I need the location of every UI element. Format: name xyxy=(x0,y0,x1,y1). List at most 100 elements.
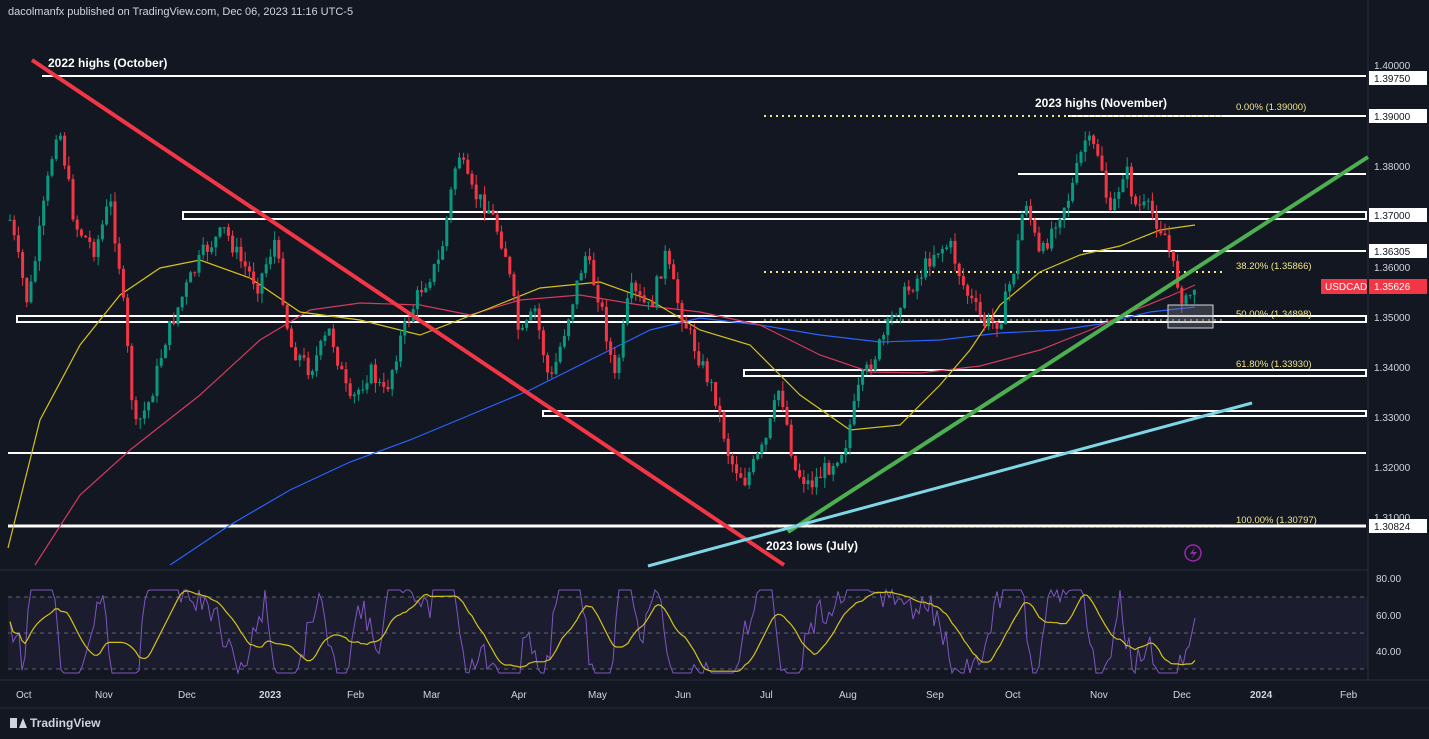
rsi-axis[interactable]: 80.00 60.00 40.00 xyxy=(1376,574,1401,658)
candle-body xyxy=(495,214,499,232)
candle-body xyxy=(852,400,856,425)
candle-body xyxy=(516,296,520,330)
candle-body xyxy=(298,355,302,361)
candle-body xyxy=(987,317,991,327)
candle-body xyxy=(121,268,125,298)
candle-body xyxy=(777,390,781,401)
candle-body xyxy=(529,311,533,321)
candle-body xyxy=(751,458,755,473)
price-tick: 1.39000 xyxy=(1374,112,1411,123)
candle-body xyxy=(390,370,394,390)
candle-body xyxy=(193,272,197,274)
candle-body xyxy=(571,304,575,320)
candle-body xyxy=(1024,205,1028,215)
candle-body xyxy=(504,248,508,257)
candle-body xyxy=(903,286,907,309)
candle-body xyxy=(235,246,239,253)
candle-body xyxy=(541,330,545,356)
rsi-ma-line xyxy=(9,590,1196,673)
candle-body xyxy=(1150,200,1154,214)
price-tick: 1.40000 xyxy=(1374,61,1411,72)
price-tick: 1.31000 xyxy=(1374,513,1411,524)
price-tick: 1.37000 xyxy=(1374,211,1411,222)
candle-body xyxy=(163,344,167,359)
candle-body xyxy=(197,254,201,273)
last-price-tag xyxy=(1369,279,1427,294)
level-zone xyxy=(182,211,1367,220)
candle-body xyxy=(730,455,734,465)
candle-body xyxy=(436,259,440,265)
candle-body xyxy=(567,319,571,337)
candle-body xyxy=(184,282,188,297)
annotation-2023-highs: 2023 highs (November) xyxy=(1035,96,1167,110)
candle-body xyxy=(945,247,949,249)
time-tick: Sep xyxy=(926,690,944,701)
candle-body xyxy=(352,394,356,397)
time-tick: 2023 xyxy=(259,690,282,701)
candle-body xyxy=(1180,287,1184,304)
candle-body xyxy=(659,276,663,279)
candle-body xyxy=(205,244,209,252)
price-tag-bg xyxy=(1369,109,1427,123)
uptrend-line xyxy=(786,155,1370,534)
candle-body xyxy=(491,210,495,215)
candle-body xyxy=(16,235,20,253)
candle-body xyxy=(1066,200,1070,208)
candle-body xyxy=(533,308,537,312)
candle-body xyxy=(764,438,768,445)
candle-body xyxy=(42,200,46,226)
candle-body xyxy=(470,173,474,185)
price-tag-bg xyxy=(1369,71,1427,85)
candle-body xyxy=(453,168,457,190)
candle-body xyxy=(1050,228,1054,249)
candle-body xyxy=(441,246,445,260)
candle-body xyxy=(462,157,466,160)
time-tick: Jul xyxy=(760,690,773,701)
fib-label-61: 61.80% (1.33930) xyxy=(1236,359,1312,370)
price-tick: 1.30824 xyxy=(1374,522,1411,533)
last-price: 1.35626 xyxy=(1374,282,1411,293)
candle-body xyxy=(625,298,629,324)
candle-body xyxy=(1134,196,1138,205)
tradingview-brand[interactable]: TradingView xyxy=(10,716,100,730)
candle-body xyxy=(709,382,713,384)
candle-body xyxy=(252,271,256,285)
candle-body xyxy=(1171,251,1175,261)
lightning-icon[interactable] xyxy=(1184,544,1202,562)
candle-body xyxy=(399,335,403,362)
candle-body xyxy=(373,364,377,384)
candle-body xyxy=(760,444,764,454)
candle-body xyxy=(310,371,314,376)
candle-body xyxy=(37,225,41,262)
candle-body xyxy=(600,302,604,307)
candle-body xyxy=(684,323,688,329)
candle-body xyxy=(71,179,75,220)
candle-body xyxy=(579,272,583,281)
candle-body xyxy=(487,210,491,214)
candle-body xyxy=(336,347,340,366)
candle-body xyxy=(680,303,684,324)
candle-body xyxy=(999,324,1003,329)
time-axis[interactable]: Oct Nov Dec 2023 Feb Mar Apr May Jun Jul… xyxy=(16,690,1358,701)
candle-body xyxy=(176,307,180,324)
candle-body xyxy=(386,386,390,390)
candle-body xyxy=(1129,166,1133,197)
candle-body xyxy=(268,256,272,265)
candle-body xyxy=(735,464,739,474)
time-tick: May xyxy=(588,690,607,701)
candle-body xyxy=(525,320,529,328)
price-tick: 1.36305 xyxy=(1374,247,1411,258)
candle-body xyxy=(394,361,398,371)
candle-body xyxy=(315,355,319,372)
candle-body xyxy=(1071,182,1075,201)
candle-body xyxy=(642,295,646,303)
candle-body xyxy=(273,240,277,257)
candle-body xyxy=(466,159,470,174)
price-axis[interactable]: 1.40000 1.39750 1.39000 1.38000 1.37000 … xyxy=(1369,61,1427,533)
candle-body xyxy=(323,335,327,341)
candle-body xyxy=(928,258,932,267)
level-zone xyxy=(542,410,1367,417)
candle-body xyxy=(583,256,587,273)
candle-body xyxy=(1155,213,1159,229)
